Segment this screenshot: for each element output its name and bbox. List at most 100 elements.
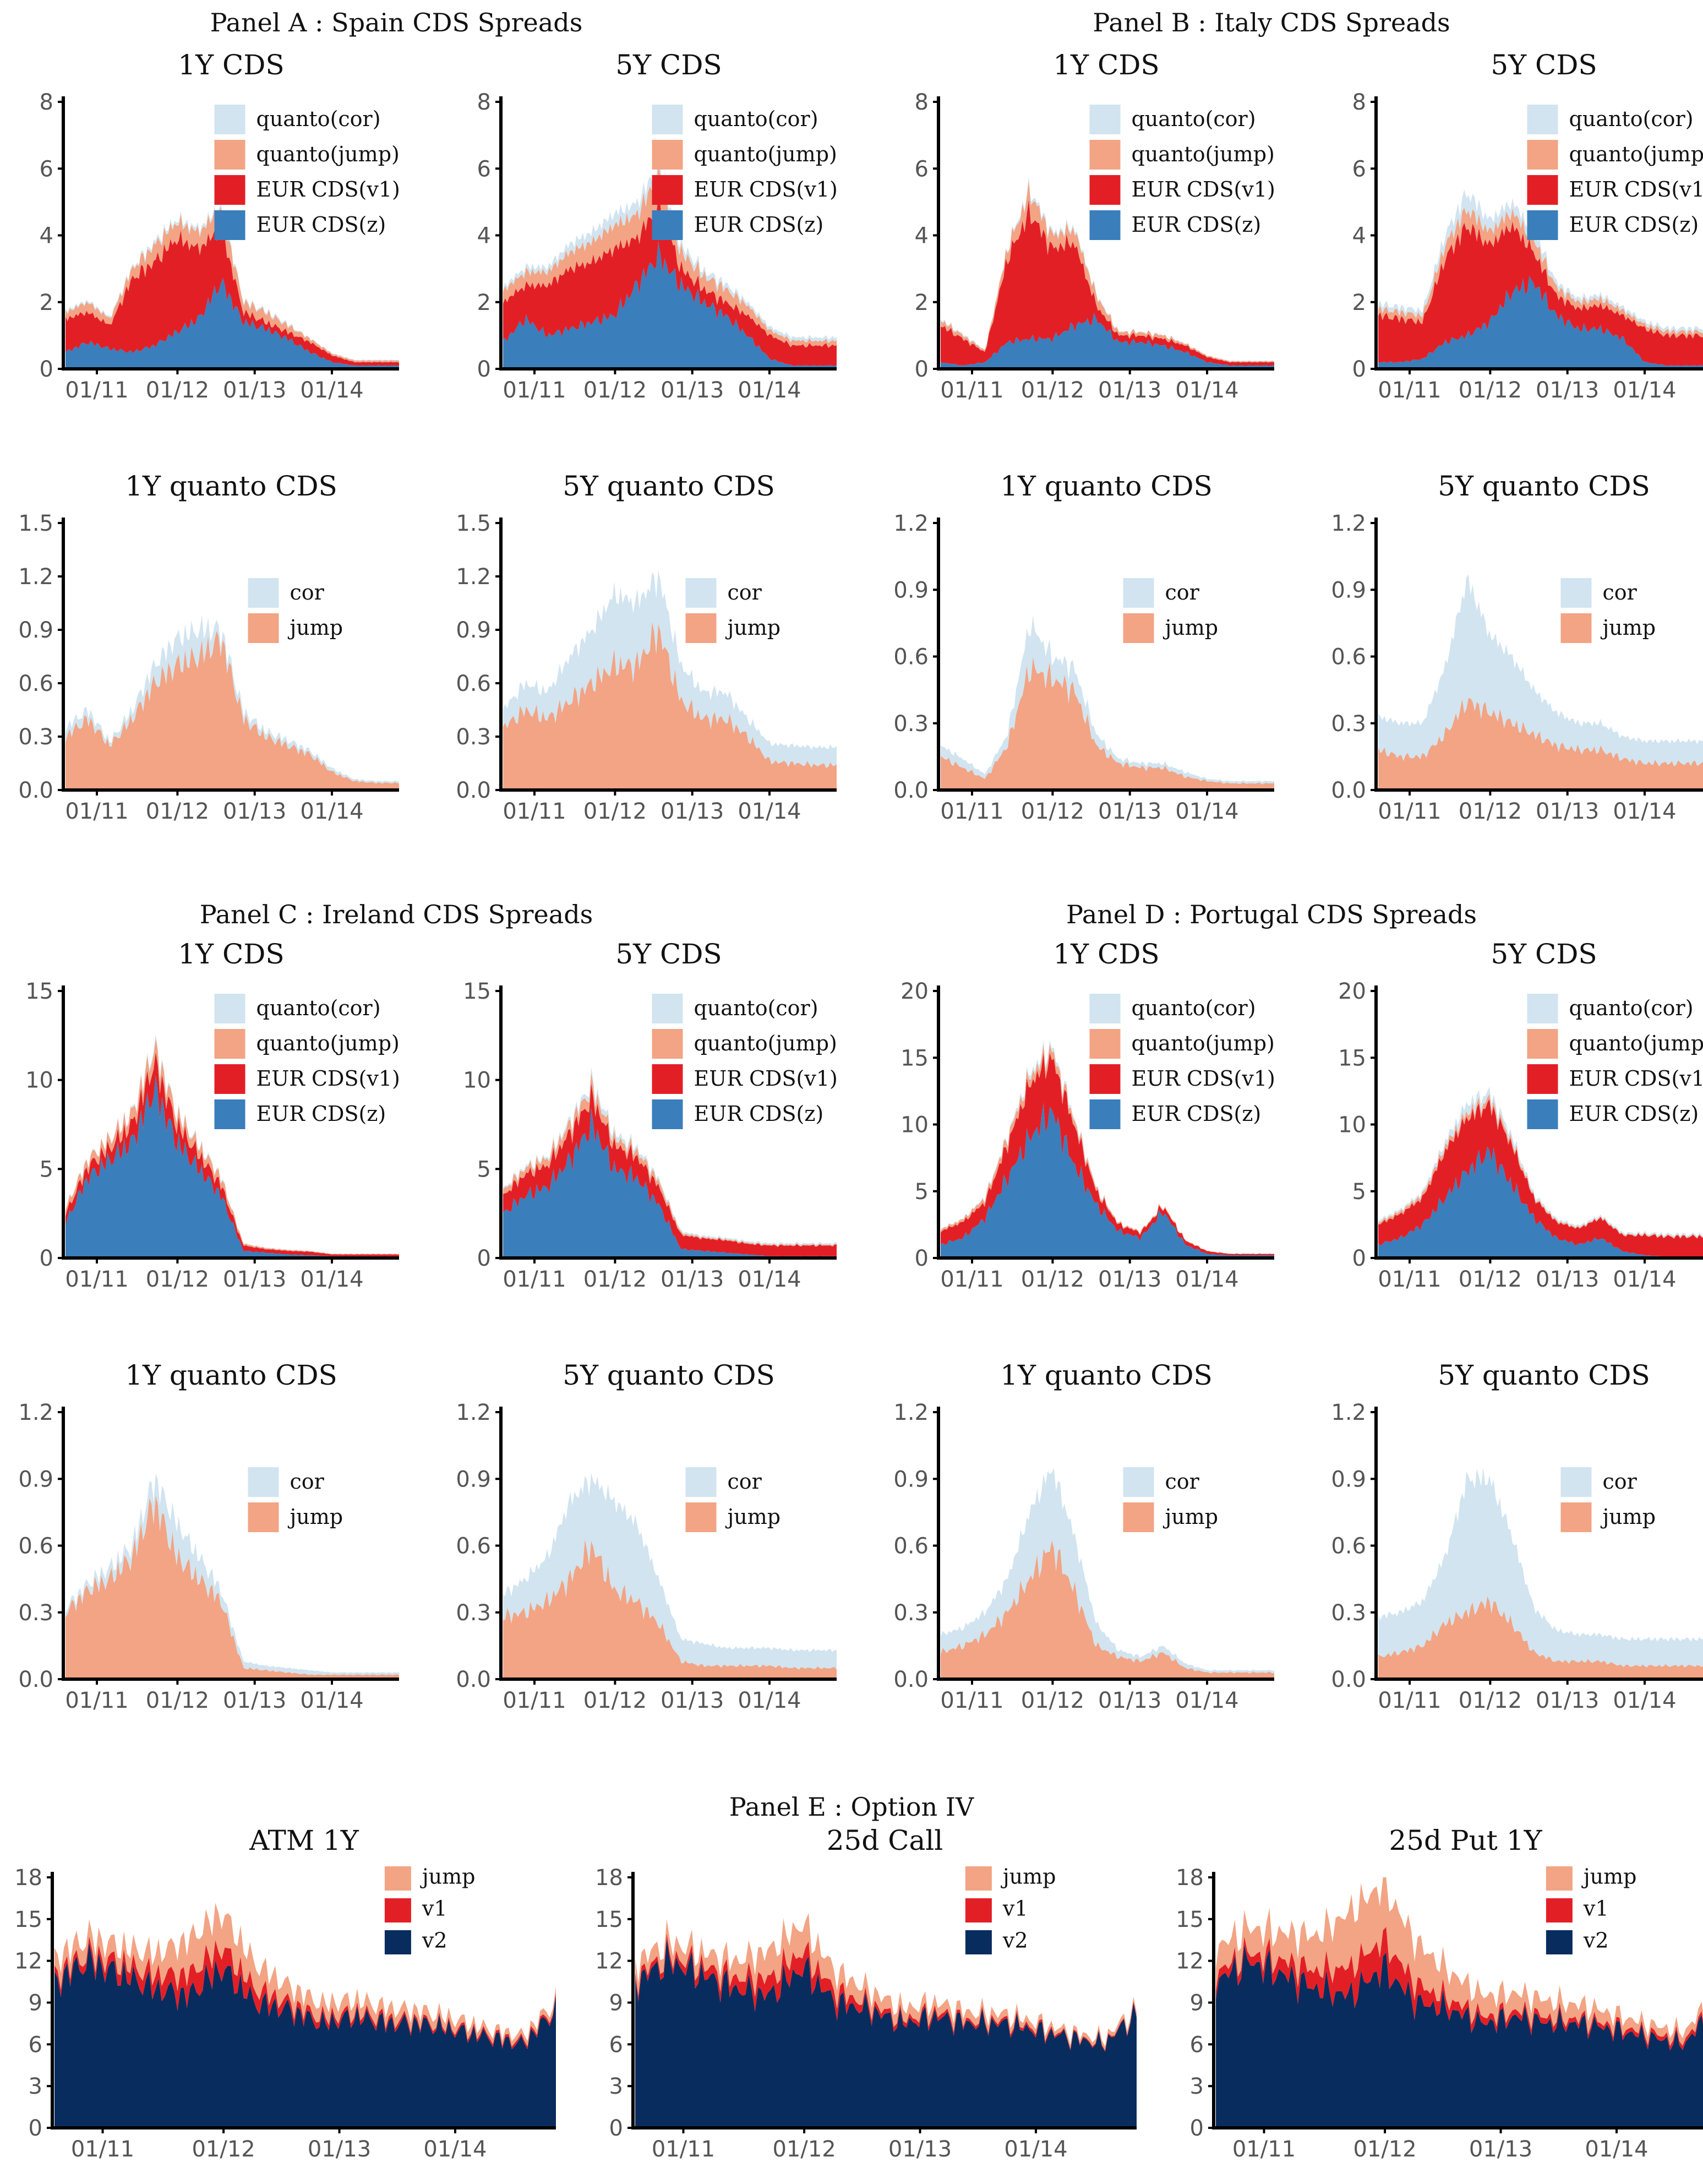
x-tick-label: 01/14 <box>300 1688 363 1713</box>
y-tick-label: 6 <box>477 156 491 182</box>
area-eur-cds-v1 <box>66 1052 399 1257</box>
x-tick-label: 01/13 <box>1469 2137 1532 2162</box>
legend-label: v1 <box>422 1897 447 1921</box>
legend-swatch-cor <box>1560 1467 1592 1497</box>
legend: jump v1 v2 <box>1546 1865 1637 1954</box>
legend: cor jump <box>1560 578 1656 643</box>
x-tick-label: 01/11 <box>940 799 1003 824</box>
y-tick-label: 10 <box>25 1068 53 1093</box>
y-tick-label: 0.9 <box>18 1467 53 1492</box>
y-tick-label: 0.6 <box>456 1534 491 1559</box>
x-tick-label: 01/13 <box>223 378 286 403</box>
x-tick-label: 01/14 <box>1613 1688 1676 1713</box>
legend-swatch-eur-v1 <box>1089 175 1121 205</box>
y-tick-label: 0.9 <box>893 1467 929 1492</box>
legend-label: cor <box>1165 1469 1200 1494</box>
chart-title: 5Y CDS <box>615 938 722 970</box>
y-tick-label: 0.0 <box>1331 778 1366 803</box>
legend-swatch-jump <box>1527 1029 1558 1059</box>
legend: quanto(cor) quanto(jump) EUR CDS(v1) EUR CD… <box>652 994 838 1129</box>
area-v2 <box>54 1942 556 2128</box>
chart-title: 1Y quanto CDS <box>125 1359 337 1391</box>
legend-swatch-eur-v1 <box>1527 175 1558 205</box>
y-tick-label: 0.3 <box>1331 1600 1366 1626</box>
area-eur-cds-z <box>66 1075 399 1258</box>
y-tick-label: 12 <box>1176 1949 1204 1974</box>
area-quanto-cor <box>503 156 837 343</box>
x-tick-label: 01/12 <box>146 1267 209 1292</box>
area-quanto-jump <box>941 180 1274 363</box>
legend-label: quanto(jump) <box>1132 142 1275 166</box>
legend-label: EUR CDS(v1) <box>1569 177 1703 201</box>
legend-label: EUR CDS(v1) <box>256 1066 400 1091</box>
x-tick-label: 01/14 <box>1613 378 1676 403</box>
legend-label: quanto(jump) <box>1132 1031 1275 1055</box>
area-v1 <box>1216 1927 1703 2051</box>
y-tick-label: 15 <box>595 1907 623 1932</box>
x-tick-label: 01/12 <box>1459 1688 1522 1713</box>
x-tick-label: 01/13 <box>223 1267 286 1292</box>
y-tick-label: 1.5 <box>18 511 53 536</box>
legend-label: EUR CDS(z) <box>256 213 386 237</box>
legend-swatch-v1 <box>384 1898 411 1922</box>
legend: quanto(cor) quanto(jump) EUR CDS(v1) EUR CD… <box>1089 105 1275 240</box>
y-tick-label: 0.9 <box>893 578 929 603</box>
x-tick-label: 01/13 <box>1098 1688 1161 1713</box>
y-tick-label: 1.2 <box>18 1400 53 1425</box>
x-tick-label: 01/12 <box>1459 799 1522 824</box>
y-tick-label: 10 <box>463 1068 491 1093</box>
legend-label: cor <box>290 580 325 604</box>
legend-swatch-eur-z <box>652 210 683 240</box>
area-eur-cds-v1 <box>1378 1099 1703 1257</box>
legend-swatch-eur-z <box>652 1099 683 1129</box>
y-tick-label: 8 <box>477 90 491 115</box>
legend-swatch-jump <box>214 140 245 170</box>
y-tick-label: 0 <box>40 1246 53 1271</box>
legend-swatch-eur-z <box>214 210 245 240</box>
chart-title: 1Y CDS <box>178 49 284 81</box>
legend-swatch-v1 <box>1546 1898 1573 1922</box>
y-tick-label: 3 <box>29 2074 42 2099</box>
legend-label: EUR CDS(v1) <box>694 1066 838 1091</box>
area-jump <box>66 630 399 790</box>
legend-label: jump <box>288 616 343 640</box>
chart-title: 5Y quanto CDS <box>1438 1359 1650 1391</box>
legend-label: quanto(jump) <box>1569 1031 1703 1055</box>
legend-swatch-jump <box>965 1866 992 1891</box>
legend-label: quanto(cor) <box>256 107 381 131</box>
y-tick-label: 1.2 <box>18 564 53 590</box>
area-eur-cds-z <box>1378 1146 1703 1258</box>
x-tick-label: 01/14 <box>300 1267 363 1292</box>
y-tick-label: 0.3 <box>456 725 491 750</box>
chart-a-1yq: 1Y quanto CDS 0.0 0.3 0.6 0.9 1.2 1.5 01/11 01/1… <box>18 470 399 824</box>
legend-swatch-cor <box>685 1467 717 1497</box>
x-tick-label: 01/11 <box>1378 799 1441 824</box>
legend-swatch-jump <box>1560 613 1592 643</box>
y-tick-label: 0 <box>477 357 491 382</box>
y-tick-label: 9 <box>29 1991 42 2016</box>
x-tick-label: 01/11 <box>940 378 1003 403</box>
y-tick-label: 20 <box>1338 979 1366 1004</box>
y-tick-label: 0.9 <box>1331 1467 1366 1492</box>
area-eur-cds-v1 <box>941 199 1274 366</box>
legend-label: EUR CDS(z) <box>1132 1102 1262 1126</box>
chart-title: 1Y quanto CDS <box>1000 470 1213 502</box>
x-tick-label: 01/12 <box>192 2137 255 2162</box>
legend: cor jump <box>1123 1467 1218 1532</box>
y-tick-label: 6 <box>29 2032 42 2057</box>
x-tick-label: 01/13 <box>1098 1267 1161 1292</box>
legend-swatch-eur-v1 <box>652 1064 683 1094</box>
y-tick-label: 8 <box>915 90 929 115</box>
legend-label: quanto(jump) <box>694 142 837 166</box>
chart-d-1yq: 1Y quanto CDS 0.0 0.3 0.6 0.9 1.2 01/11 01/12 01… <box>893 1359 1274 1713</box>
legend-label: EUR CDS(v1) <box>1132 177 1275 201</box>
chart-title: 25d Call <box>827 1824 943 1856</box>
legend-swatch-cor <box>1123 578 1154 608</box>
x-tick-label: 01/12 <box>146 799 209 824</box>
chart-title: 5Y CDS <box>1491 938 1597 970</box>
legend-label: quanto(cor) <box>1132 107 1256 131</box>
x-tick-label: 01/14 <box>1175 378 1238 403</box>
chart-a-5y: 5Y CDS 0 2 4 6 8 01/11 01/12 01/13 01/14 quanto(co… <box>477 49 838 403</box>
y-tick-label: 0.0 <box>893 1667 929 1692</box>
legend-swatch-cor <box>248 578 279 608</box>
